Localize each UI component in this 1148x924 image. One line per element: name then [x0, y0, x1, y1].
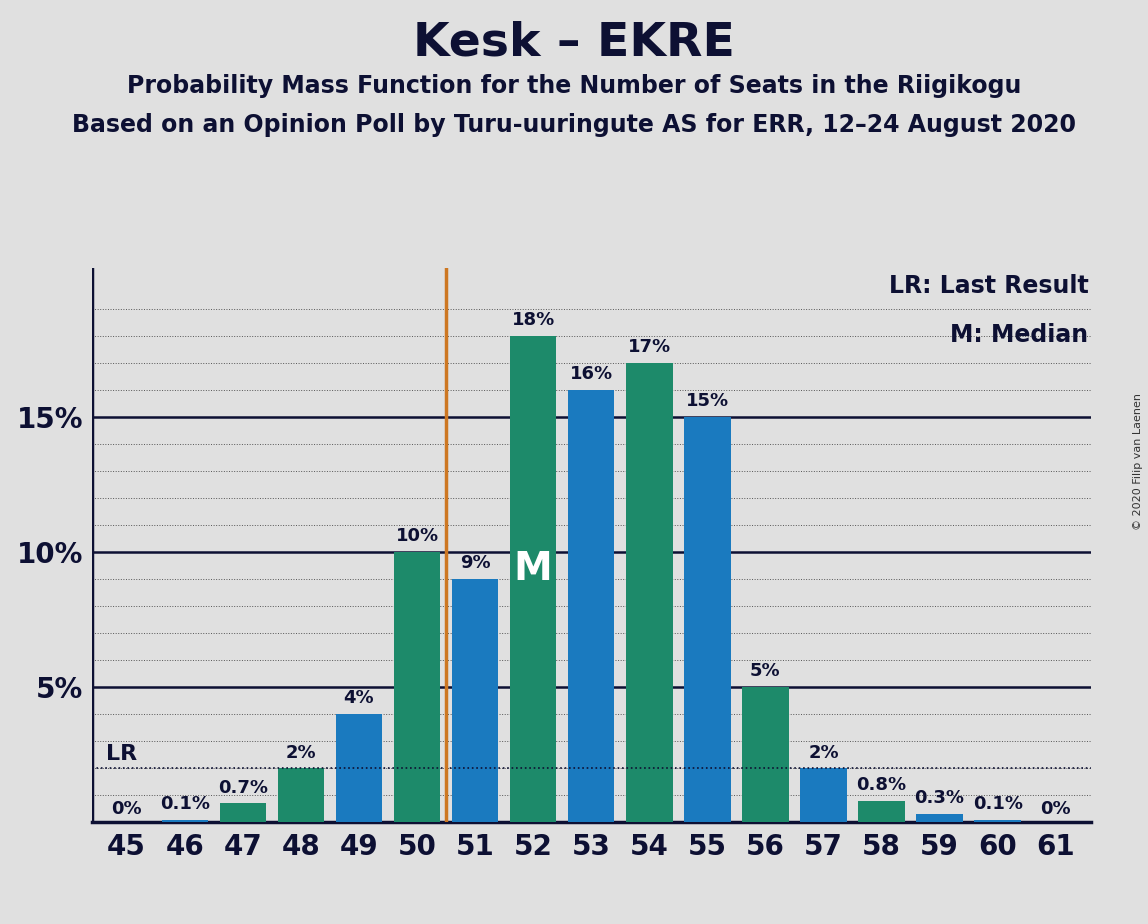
Text: © 2020 Filip van Laenen: © 2020 Filip van Laenen: [1133, 394, 1142, 530]
Text: Based on an Opinion Poll by Turu-uuringute AS for ERR, 12–24 August 2020: Based on an Opinion Poll by Turu-uuringu…: [72, 113, 1076, 137]
Text: 0.1%: 0.1%: [972, 795, 1023, 813]
Bar: [394, 552, 440, 822]
Bar: [975, 820, 1021, 822]
Text: Kesk – EKRE: Kesk – EKRE: [413, 20, 735, 66]
Text: 2%: 2%: [286, 744, 316, 761]
Text: LR: Last Result: LR: Last Result: [889, 274, 1088, 298]
Text: 4%: 4%: [343, 689, 374, 708]
Text: 0.3%: 0.3%: [915, 789, 964, 808]
Text: 0%: 0%: [111, 800, 142, 819]
Bar: [335, 714, 382, 822]
Bar: [800, 768, 847, 822]
Bar: [452, 579, 498, 822]
Text: M: Median: M: Median: [951, 323, 1088, 347]
Bar: [568, 390, 614, 822]
Bar: [684, 417, 730, 822]
Text: 2%: 2%: [808, 744, 839, 761]
Bar: [859, 801, 905, 822]
Text: 17%: 17%: [628, 338, 670, 356]
Bar: [278, 768, 324, 822]
Text: 18%: 18%: [512, 310, 554, 329]
Bar: [626, 362, 673, 822]
Text: 5%: 5%: [750, 663, 781, 680]
Bar: [743, 687, 789, 822]
Text: 10%: 10%: [395, 528, 439, 545]
Text: LR: LR: [107, 744, 138, 764]
Text: 16%: 16%: [569, 365, 613, 383]
Bar: [162, 820, 208, 822]
Text: 9%: 9%: [459, 554, 490, 572]
Bar: [219, 804, 266, 822]
Text: M: M: [514, 550, 552, 589]
Text: 0%: 0%: [1040, 800, 1071, 819]
Text: 0.7%: 0.7%: [218, 779, 267, 796]
Text: Probability Mass Function for the Number of Seats in the Riigikogu: Probability Mass Function for the Number…: [126, 74, 1022, 98]
Text: 15%: 15%: [685, 392, 729, 410]
Bar: [510, 335, 557, 822]
Text: 0.1%: 0.1%: [160, 795, 210, 813]
Text: 0.8%: 0.8%: [856, 776, 907, 794]
Bar: [916, 814, 963, 822]
